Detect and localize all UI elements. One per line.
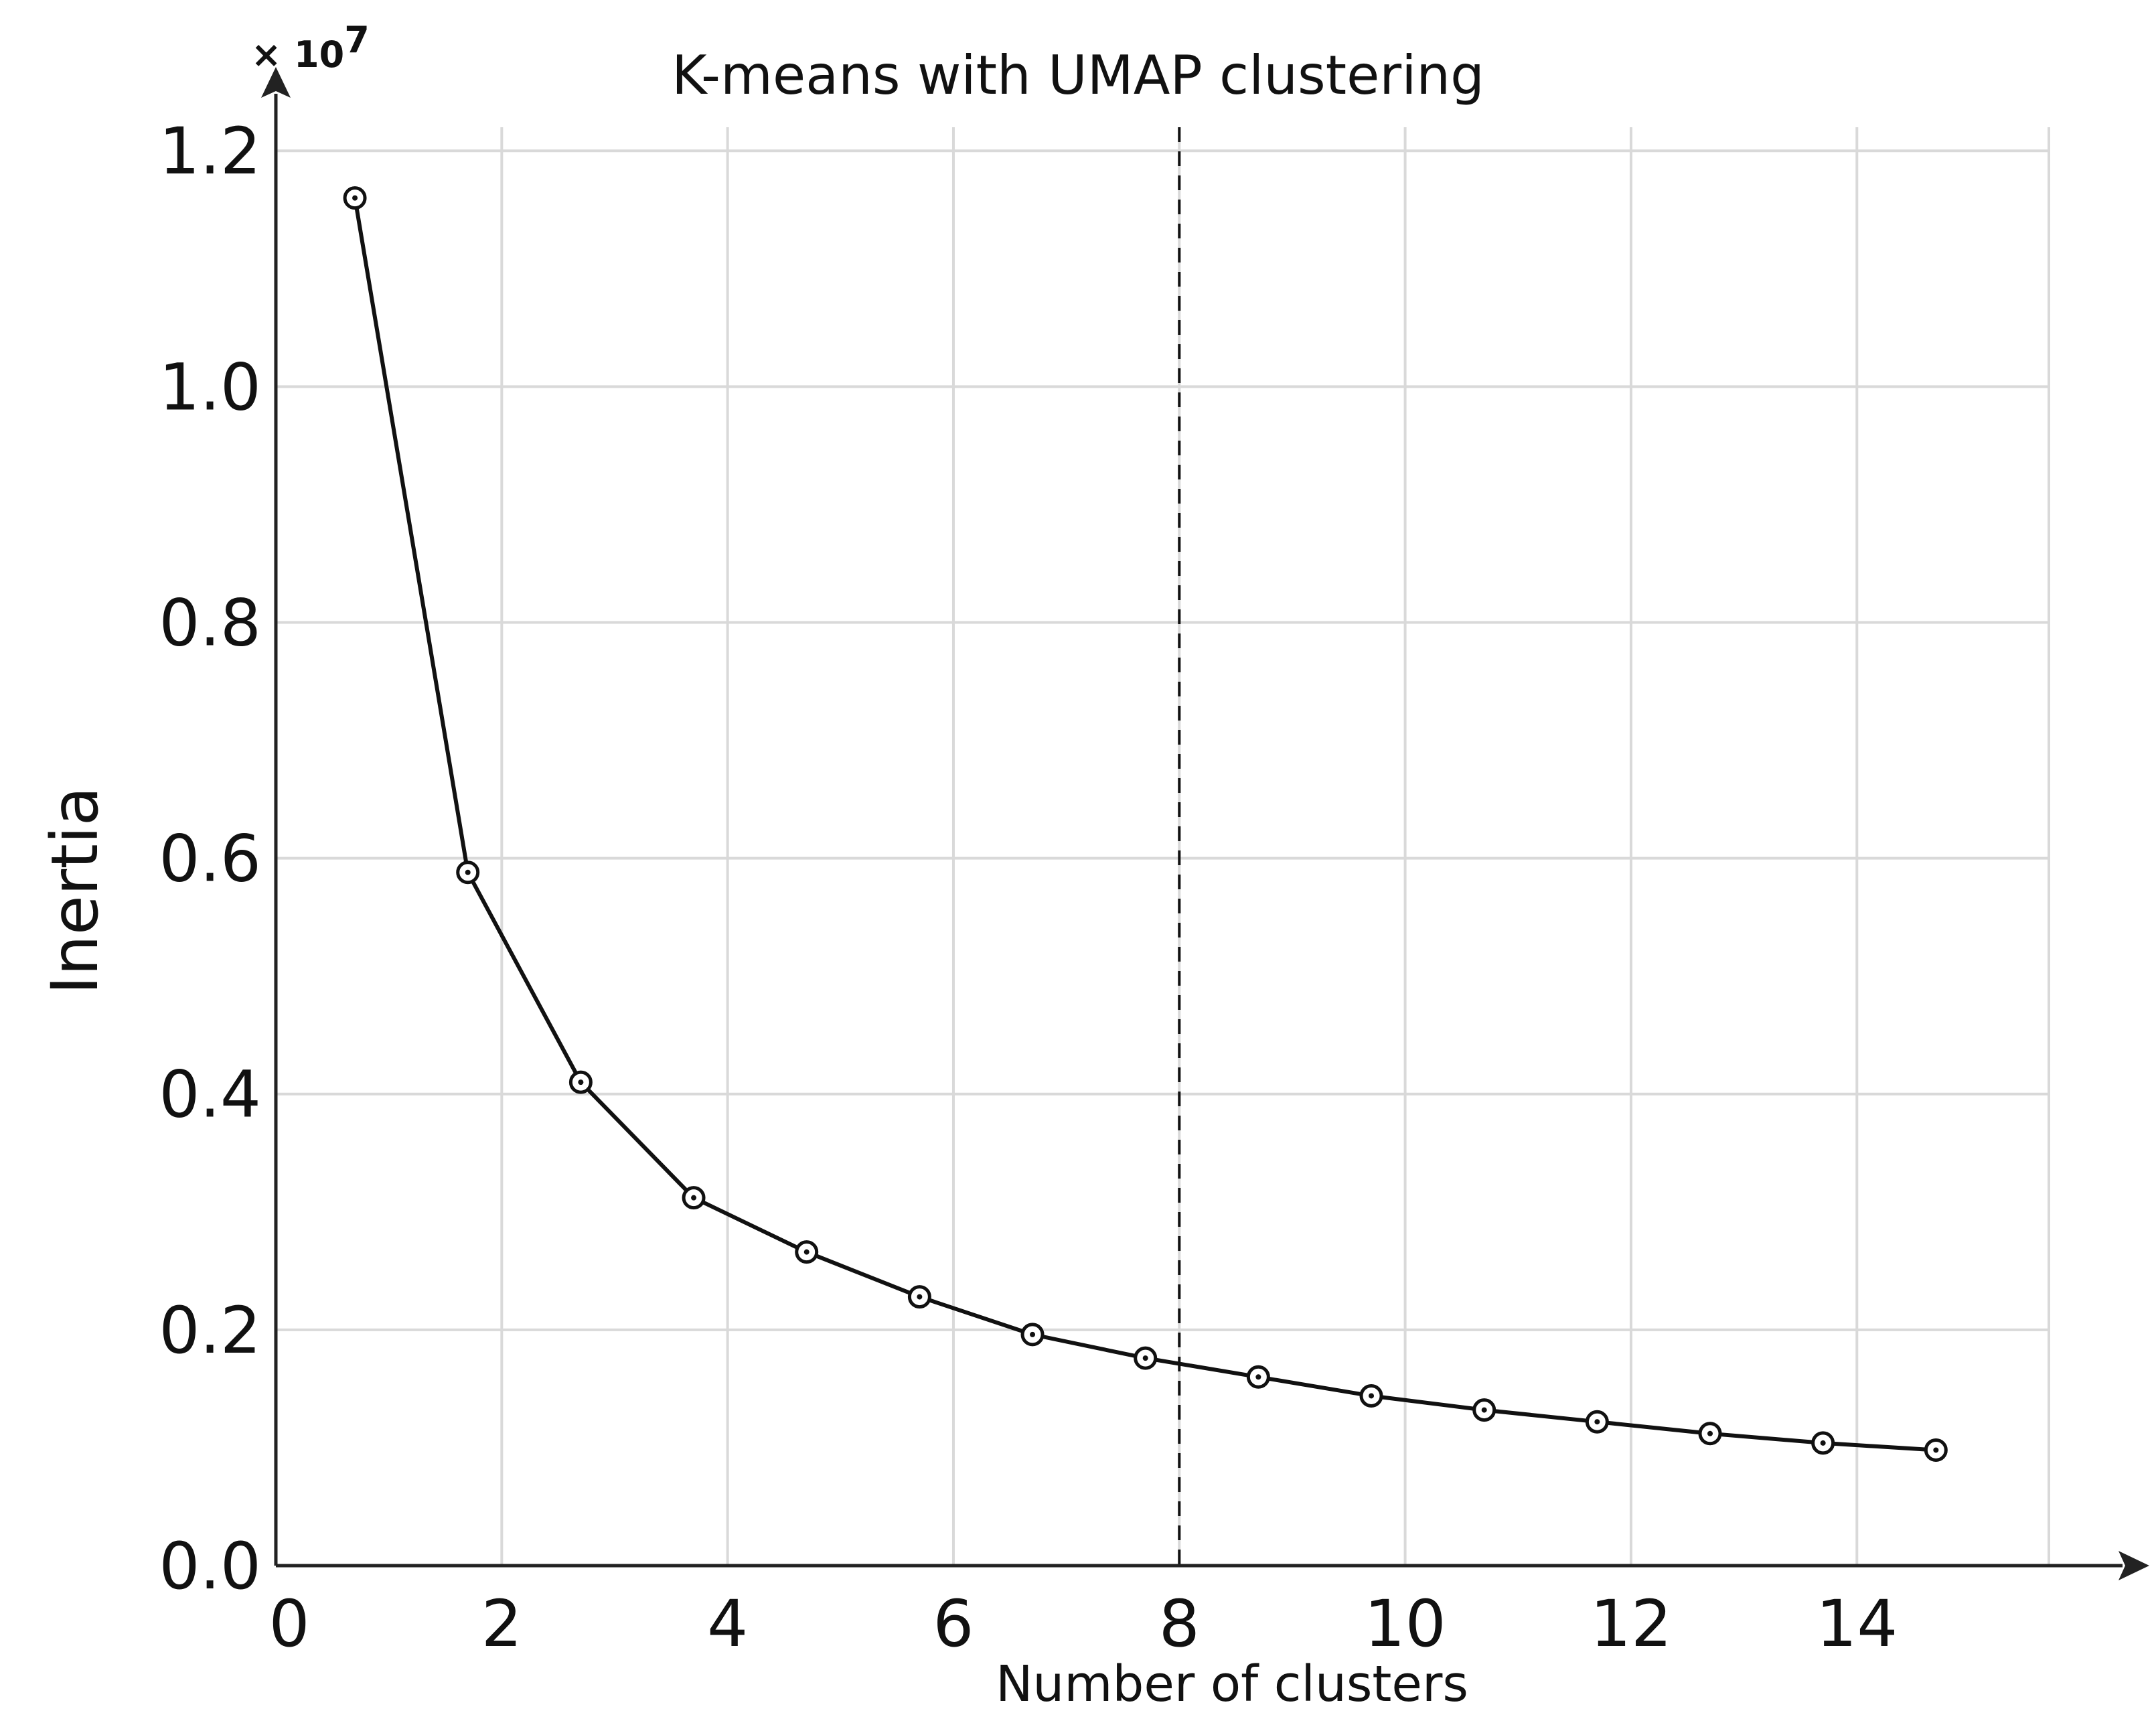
data-point-center bbox=[1369, 1393, 1375, 1399]
chart-title: K-means with UMAP clustering bbox=[672, 44, 1484, 106]
y-axis-label: Inertia bbox=[37, 787, 112, 995]
x-tick-label: 10 bbox=[1365, 1586, 1446, 1661]
data-point-center bbox=[1820, 1440, 1826, 1446]
data-point-center bbox=[917, 1294, 923, 1300]
grid-layer bbox=[276, 127, 2050, 1566]
y-tick-label: 0.6 bbox=[159, 822, 261, 897]
x-tick-label: 12 bbox=[1590, 1586, 1672, 1661]
data-point-center bbox=[1142, 1355, 1148, 1361]
y-tick-label: 0.2 bbox=[159, 1293, 261, 1368]
y-tick-labels: 0.0 0.2 0.4 0.6 0.8 1.0 1.2 bbox=[159, 114, 261, 1604]
x-tick-label: 6 bbox=[933, 1586, 974, 1661]
data-point-center bbox=[1707, 1430, 1713, 1436]
x-axis-label: Number of clusters bbox=[996, 1655, 1468, 1713]
x-tick-labels: 0 2 4 6 8 10 12 14 bbox=[268, 1586, 1898, 1661]
x-tick-label: 0 bbox=[268, 1586, 309, 1661]
x-axis-arrow-icon bbox=[2119, 1551, 2149, 1580]
data-point-center bbox=[352, 195, 358, 201]
data-point-center bbox=[1255, 1374, 1261, 1380]
y-axis-arrow-icon bbox=[261, 67, 291, 98]
y-tick-label: 0.8 bbox=[159, 585, 261, 660]
series-layer bbox=[343, 186, 1948, 1462]
y-tick-label: 0.4 bbox=[159, 1057, 261, 1132]
x-tick-label: 14 bbox=[1816, 1586, 1898, 1661]
axis-layer bbox=[261, 67, 2149, 1580]
data-point-center bbox=[1030, 1331, 1036, 1337]
data-point-center bbox=[803, 1249, 810, 1255]
data-point-center bbox=[1481, 1407, 1487, 1413]
y-tick-label: 0.0 bbox=[159, 1529, 261, 1604]
data-point-center bbox=[691, 1195, 697, 1201]
data-point-center bbox=[465, 869, 471, 875]
x-tick-label: 4 bbox=[707, 1586, 748, 1661]
y-multiplier-exponent: 7 bbox=[344, 19, 370, 61]
y-multiplier-label: × 107 bbox=[251, 19, 370, 76]
y-tick-label: 1.0 bbox=[159, 350, 261, 425]
x-tick-label: 8 bbox=[1159, 1586, 1200, 1661]
y-tick-label: 1.2 bbox=[159, 114, 261, 189]
y-multiplier-base: × 10 bbox=[251, 33, 344, 76]
data-point-center bbox=[1933, 1447, 1939, 1453]
data-point-center bbox=[578, 1079, 584, 1085]
x-tick-label: 2 bbox=[481, 1586, 522, 1661]
data-point-center bbox=[1594, 1419, 1600, 1425]
